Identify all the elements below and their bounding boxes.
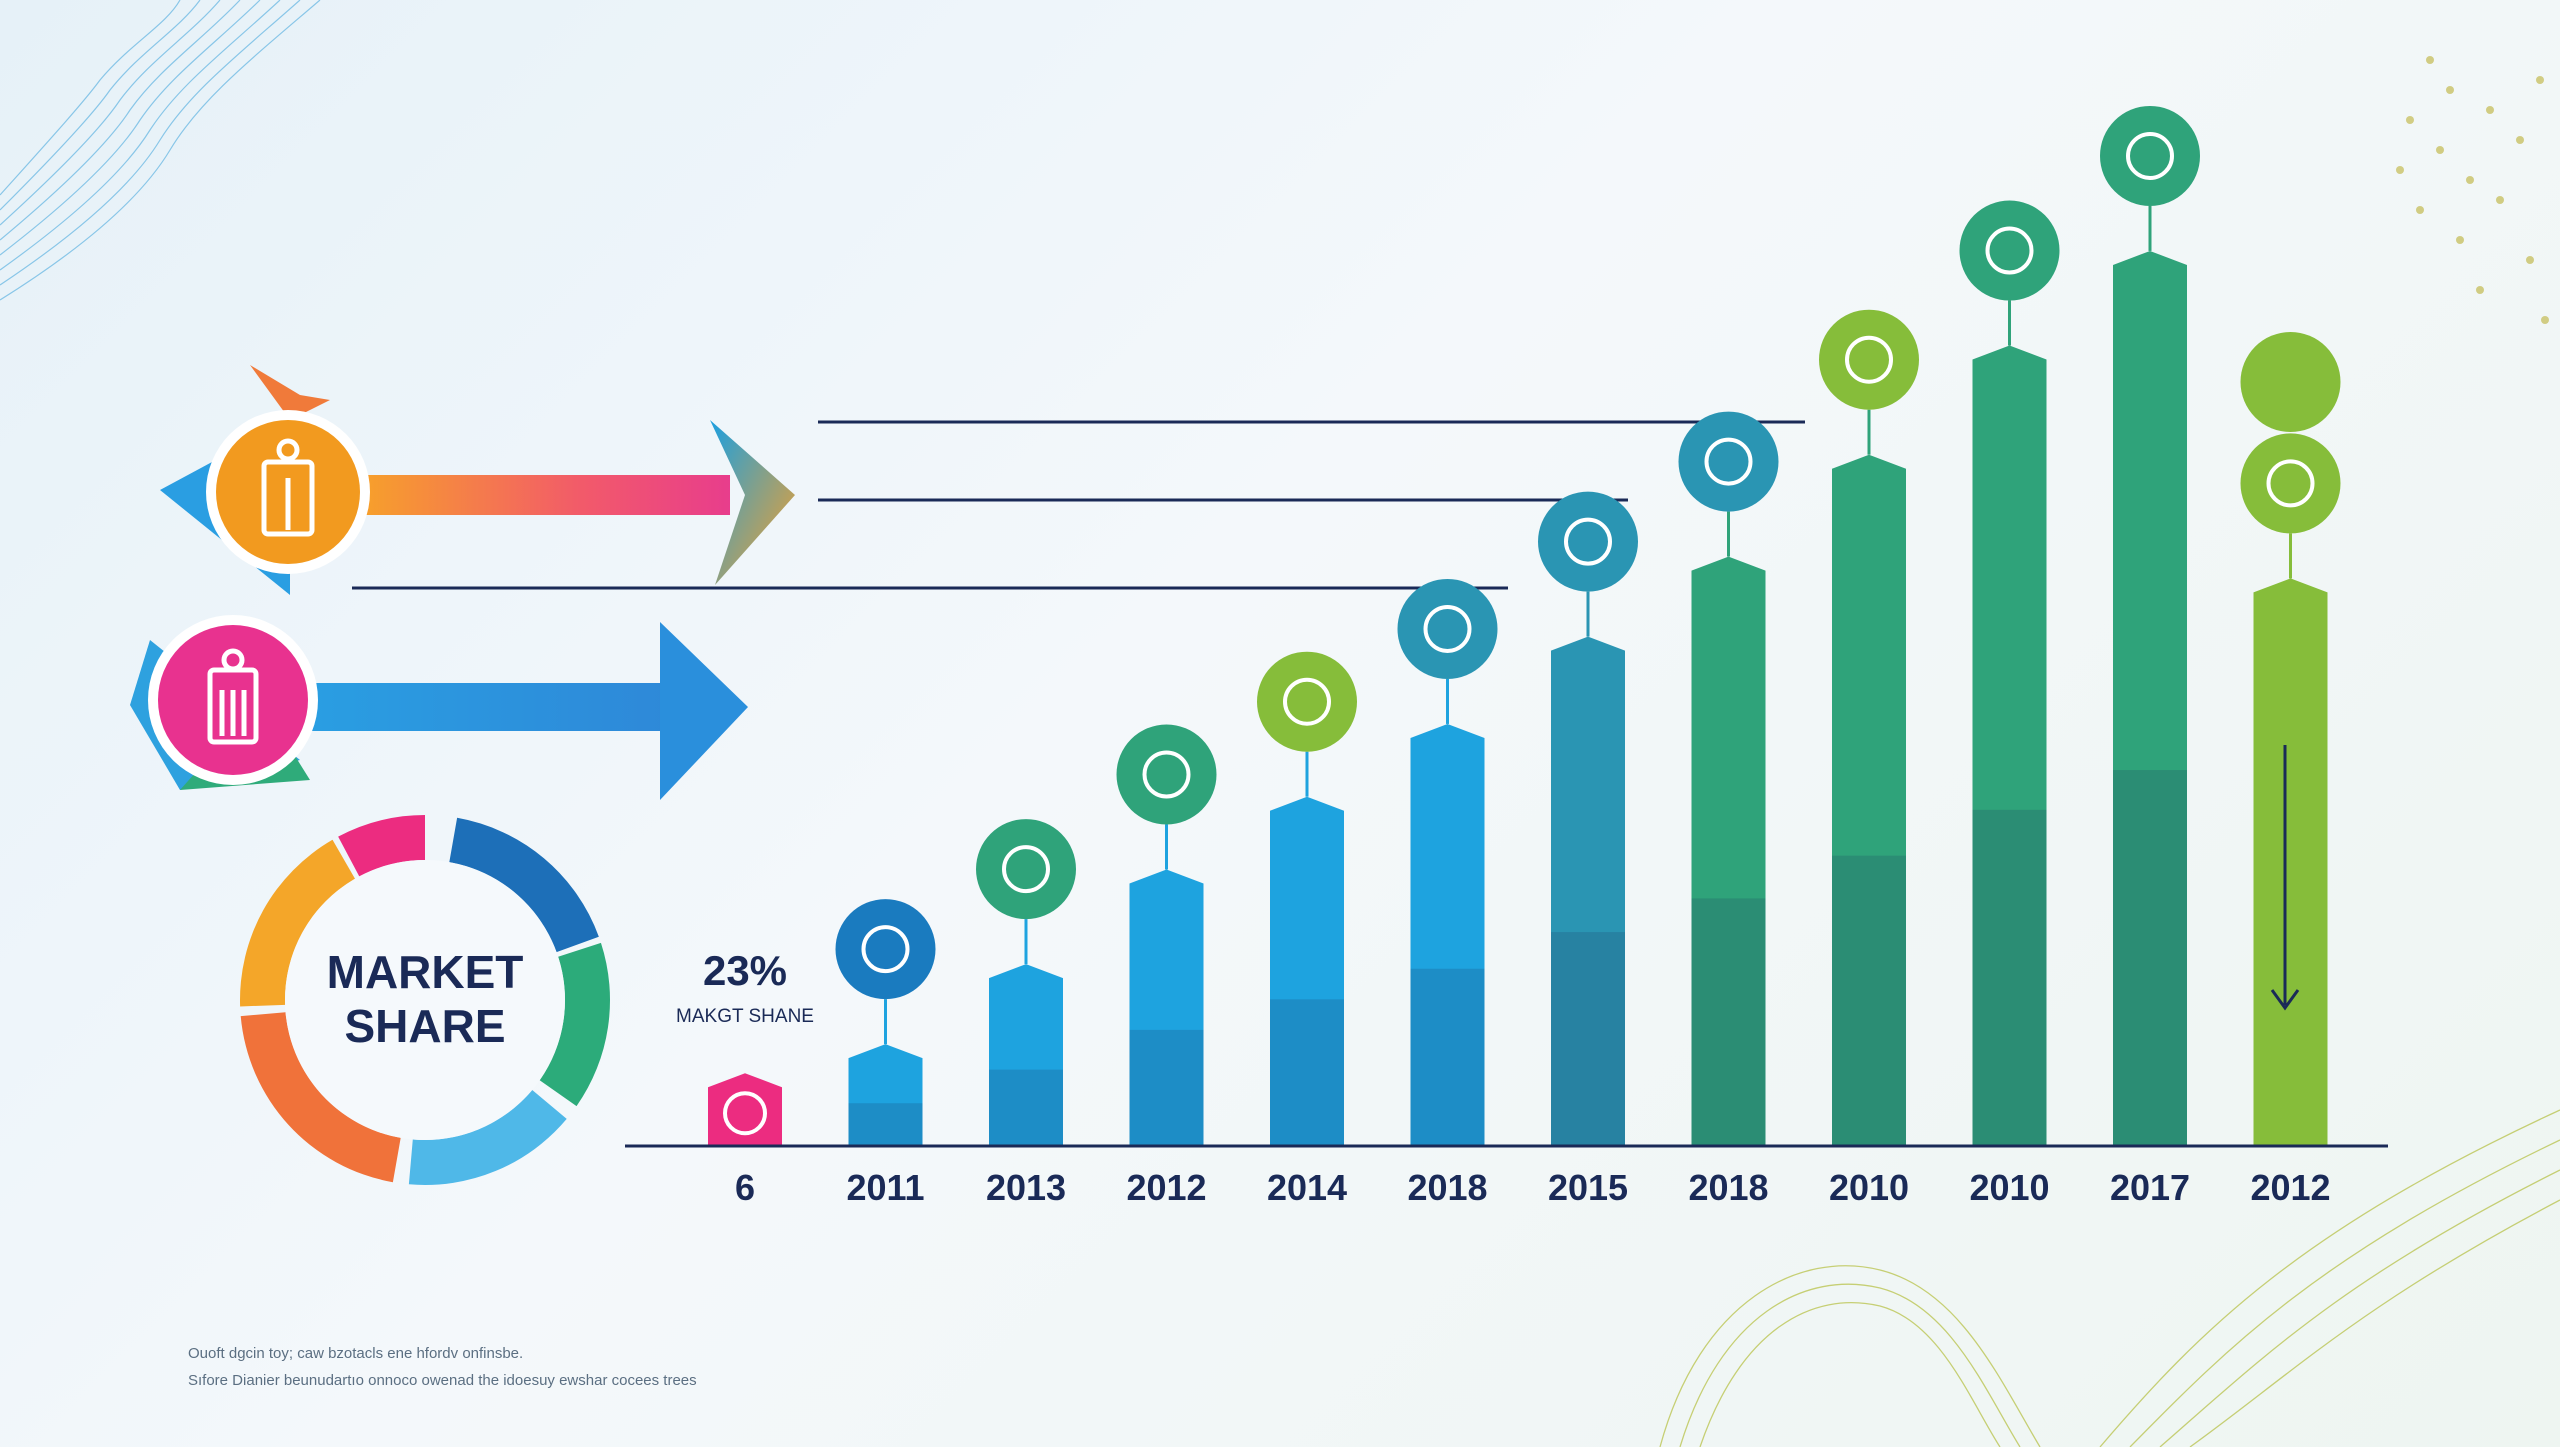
dots-icon	[1538, 491, 1638, 592]
city-icon-glyph	[1845, 335, 1893, 384]
x-tick-label: 2013	[986, 1167, 1066, 1208]
bar-11	[2253, 578, 2328, 1146]
bar-8	[1832, 454, 1906, 1146]
donut-label-line1: MARKET	[327, 946, 524, 998]
x-tick-label: 2010	[1829, 1167, 1909, 1208]
donut-segment	[539, 942, 610, 1107]
donut-label-line2: SHARE	[344, 1000, 505, 1052]
x-tick-label: 2014	[1267, 1167, 1347, 1208]
bar-shade-4	[1270, 999, 1344, 1146]
bar-shade-3	[1129, 1029, 1204, 1146]
decor-bottom-right	[1659, 1109, 2560, 1447]
bar-shade-5	[1410, 968, 1485, 1146]
bar-shade-9	[1972, 809, 2047, 1146]
x-tick-label: 6	[735, 1167, 755, 1208]
bar-4	[1270, 796, 1344, 1146]
pink-arrow	[130, 615, 748, 800]
callout-label: MAKGT SHANE	[676, 1006, 814, 1027]
bag-icon-2	[207, 648, 259, 745]
callout-value: 23%	[703, 947, 787, 994]
x-tick-label: 2012	[1126, 1167, 1206, 1208]
dots-icon-glyph	[1564, 517, 1612, 566]
x-tick-label: 2018	[1407, 1167, 1487, 1208]
x-tick-label: 2018	[1688, 1167, 1768, 1208]
shop-icon-glyph	[1002, 845, 1050, 894]
city-icon	[1819, 309, 1919, 410]
x-tick-label: 2012	[2250, 1167, 2330, 1208]
bar-3	[1129, 869, 1204, 1146]
x-tick-label: 2010	[1969, 1167, 2049, 1208]
bar-6	[1551, 636, 1625, 1146]
search-icon-top	[2240, 332, 2341, 432]
donut-segment	[240, 1012, 401, 1183]
decor-top-left	[0, 0, 321, 301]
chart-icon	[835, 899, 936, 1000]
trend-icon-glyph	[1142, 750, 1191, 799]
heart-icon	[723, 1091, 767, 1136]
donut-segment	[240, 839, 355, 1007]
down-arrow-icon	[2270, 745, 2300, 1011]
footnote-line-1: Ouoft dgcin toy; caw bzotacls ene hfordv…	[188, 1345, 524, 1362]
chart-icon-glyph	[861, 925, 910, 974]
bar-shade-7	[1691, 898, 1766, 1146]
bag-icon	[261, 438, 315, 537]
trend-icon	[1116, 724, 1217, 825]
bar-0	[708, 1073, 782, 1146]
donut-segment	[408, 1089, 567, 1185]
bar-10	[2113, 250, 2187, 1146]
search-icon-glyph	[2266, 459, 2315, 508]
bar-5	[1410, 723, 1485, 1146]
bar-chart: 6 2011 2013 2012 2014 2018 2015 2018 2010 2010 201…	[708, 105, 2341, 1208]
bar-shade-2	[989, 1069, 1063, 1146]
building-icon	[1959, 200, 2060, 301]
footnote-line-2: Sıfore Dianier beunudartıo onnoco owenad…	[188, 1372, 697, 1389]
x-tick-label: 2015	[1548, 1167, 1628, 1208]
bar-shade-8	[1832, 855, 1906, 1146]
bag-icon-glyph	[2126, 131, 2174, 180]
store-icon-glyph	[1423, 604, 1472, 653]
x-tick-label: 2017	[2110, 1167, 2190, 1208]
bulb-icon-glyph	[1704, 437, 1753, 486]
search-icon	[2240, 433, 2341, 534]
person-icon-glyph	[1283, 677, 1331, 726]
x-tick-label: 2011	[846, 1167, 924, 1208]
bar-2	[989, 964, 1063, 1146]
bulb-icon	[1678, 411, 1779, 512]
bar-7	[1691, 556, 1766, 1146]
bar-shade-6	[1551, 932, 1625, 1146]
donut-segment	[449, 817, 599, 953]
bar-shade-10	[2113, 770, 2187, 1146]
orange-arrow	[160, 365, 795, 595]
shop-icon	[976, 819, 1076, 920]
building-icon-glyph	[1985, 226, 2034, 275]
bar-shade-1	[848, 1103, 923, 1146]
market-share-donut: MARKET SHARE	[240, 815, 610, 1185]
donut-segment	[338, 815, 425, 877]
bag-icon	[2100, 105, 2200, 206]
person-icon	[1257, 651, 1357, 752]
store-icon	[1397, 578, 1498, 679]
bar-9	[1972, 345, 2047, 1146]
decor-top-right	[2396, 56, 2549, 324]
bar-1	[848, 1044, 923, 1146]
